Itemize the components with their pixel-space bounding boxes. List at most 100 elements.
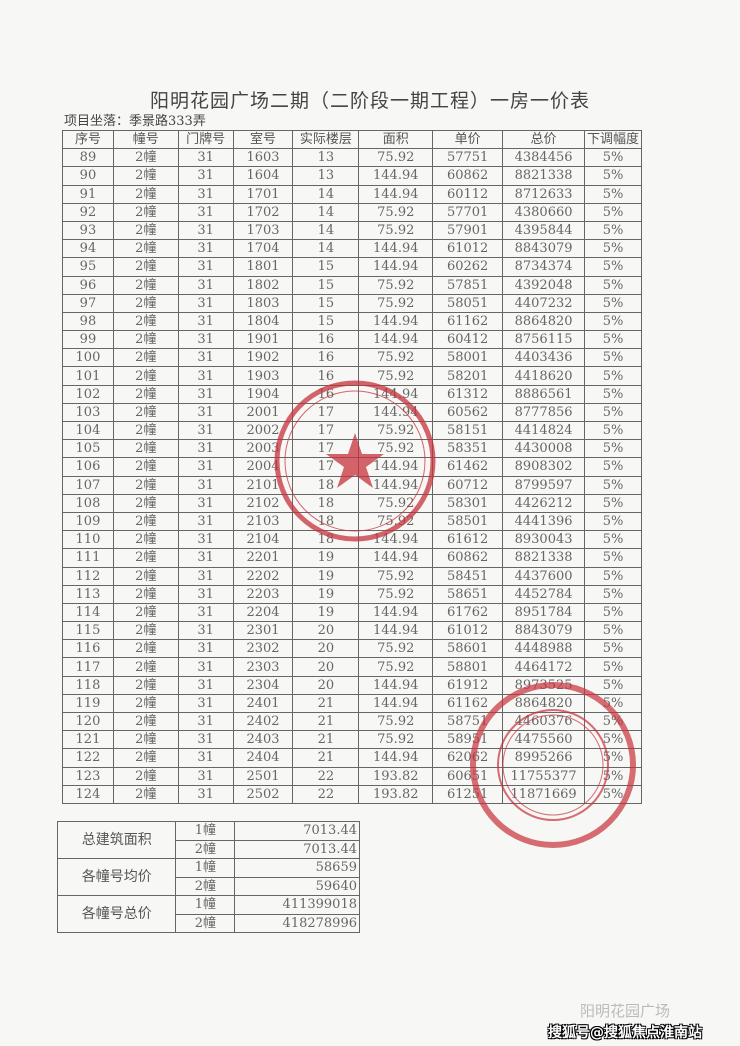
summary-row: 总建筑面积 1幢 7013.44 (56, 821, 360, 859)
summary-row: 2幢 418278996 (58, 913, 360, 933)
cell-discount: 5% (584, 548, 642, 568)
cell-building: 2幢 (112, 420, 179, 441)
cell-room: 2402 (232, 711, 294, 732)
wechat-account-watermark: 阳明花园广场 (580, 1002, 671, 1020)
cell-door-no: 31 (177, 148, 234, 168)
cell-room: 2501 (232, 766, 294, 786)
cell-building: 2幢 (112, 148, 179, 168)
cell-floor: 14 (292, 239, 360, 259)
cell-floor: 15 (292, 275, 360, 295)
cell-area: 75.92 (358, 711, 434, 732)
cell-room: 2403 (232, 730, 294, 750)
cell-room: 2101 (232, 475, 294, 495)
cell-floor: 18 (292, 475, 360, 495)
table-row: 94 2幢 31 1704 14 144.94 61012 8843079 5% (62, 239, 642, 259)
cell-room: 2502 (232, 784, 294, 804)
cell-discount: 5% (584, 511, 642, 532)
table-row: 101 2幢 31 1903 16 75.92 58201 4418620 5% (62, 366, 642, 386)
cell-total-price: 8886561 (502, 384, 586, 404)
cell-discount: 5% (584, 602, 642, 623)
cell-floor: 17 (292, 457, 360, 477)
cell-building: 2幢 (112, 711, 179, 732)
cell-discount: 5% (584, 657, 642, 677)
cell-building: 2幢 (112, 439, 179, 459)
cell-door-no: 31 (177, 511, 234, 532)
table-row: 122 2幢 31 2404 21 144.94 62062 8995266 5% (62, 748, 642, 768)
cell-door-no: 31 (177, 457, 234, 477)
cell-total-price: 4475560 (502, 730, 586, 750)
cell-room: 1901 (232, 330, 294, 350)
cell-discount: 5% (584, 275, 642, 295)
cell-area: 75.92 (358, 275, 434, 295)
cell-unit-price: 58301 (432, 493, 504, 513)
cell-unit-price: 57751 (432, 148, 504, 168)
cell-door-no: 31 (177, 639, 234, 659)
cell-door-no: 31 (177, 730, 234, 750)
column-header: 总价 (502, 129, 586, 150)
cell-discount: 5% (584, 675, 642, 695)
cell-floor: 22 (292, 784, 360, 804)
cell-discount: 5% (584, 693, 642, 714)
table-row: 90 2幢 31 1604 13 144.94 60862 8821338 5% (62, 166, 642, 186)
cell-seq: 119 (62, 693, 114, 714)
cell-total-price: 8821338 (502, 166, 586, 186)
cell-floor: 19 (292, 548, 360, 568)
cell-room: 2401 (232, 693, 294, 714)
cell-total-price: 4430008 (502, 439, 586, 459)
cell-door-no: 31 (177, 711, 234, 732)
cell-door-no: 31 (177, 330, 234, 350)
cell-door-no: 31 (177, 657, 234, 677)
column-header: 门牌号 (177, 129, 234, 150)
cell-room: 2004 (232, 457, 294, 477)
cell-unit-price: 58201 (432, 366, 504, 386)
cell-total-price: 8734374 (502, 257, 586, 277)
cell-door-no: 31 (177, 675, 234, 695)
cell-floor: 19 (292, 584, 360, 604)
cell-room: 2002 (232, 420, 294, 441)
cell-area: 75.92 (358, 293, 434, 313)
cell-total-price: 8756115 (502, 330, 586, 350)
cell-unit-price: 58451 (432, 566, 504, 586)
project-location: 项目坐落：季景路333弄 (64, 114, 206, 129)
cell-door-no: 31 (177, 275, 234, 295)
table-row: 118 2幢 31 2304 20 144.94 61912 8973525 5% (62, 675, 642, 695)
cell-room: 1802 (232, 275, 294, 295)
summary-label: 各幢号总价 (56, 895, 177, 933)
cell-seq: 122 (62, 748, 114, 768)
cell-discount: 5% (584, 493, 642, 513)
cell-room: 2102 (232, 493, 294, 513)
cell-seq: 111 (62, 548, 114, 568)
cell-building: 2幢 (112, 220, 179, 241)
summary-table: 总建筑面积 1幢 7013.44 2幢 7013.44 各幢号均价 1幢 58659 2幢 596… (56, 821, 360, 933)
summary-label: 各幢号均价 (56, 858, 177, 896)
cell-discount: 5% (584, 475, 642, 495)
cell-seq: 100 (62, 348, 114, 368)
cell-floor: 22 (292, 766, 360, 786)
table-row: 91 2幢 31 1701 14 144.94 60112 8712633 5% (62, 184, 642, 204)
cell-seq: 109 (62, 511, 114, 532)
column-header: 室号 (232, 129, 294, 150)
cell-room: 2104 (232, 530, 294, 550)
cell-building: 2幢 (112, 166, 179, 186)
cell-discount: 5% (584, 621, 642, 641)
cell-door-no: 31 (177, 220, 234, 241)
cell-discount: 5% (584, 766, 642, 786)
summary-building: 2幢 (175, 913, 236, 933)
cell-building: 2幢 (112, 639, 179, 659)
summary-value: 418278996 (234, 913, 360, 933)
table-row: 106 2幢 31 2004 17 144.94 61462 8908302 5% (62, 457, 642, 477)
cell-total-price: 8843079 (502, 621, 586, 641)
cell-seq: 103 (62, 402, 114, 423)
cell-total-price: 4403436 (502, 348, 586, 368)
cell-room: 1701 (232, 184, 294, 204)
cell-unit-price: 60112 (432, 184, 504, 204)
table-row: 95 2幢 31 1801 15 144.94 60262 8734374 5% (62, 257, 642, 277)
cell-building: 2幢 (112, 184, 179, 204)
cell-seq: 93 (62, 220, 114, 241)
cell-discount: 5% (584, 239, 642, 259)
table-row: 124 2幢 31 2502 22 193.82 61251 11871669 5% (62, 784, 642, 804)
cell-discount: 5% (584, 293, 642, 313)
cell-room: 2204 (232, 602, 294, 623)
table-row: 109 2幢 31 2103 18 75.92 58501 4441396 5% (62, 511, 642, 532)
table-row: 98 2幢 31 1804 15 144.94 61162 8864820 5% (62, 311, 642, 332)
